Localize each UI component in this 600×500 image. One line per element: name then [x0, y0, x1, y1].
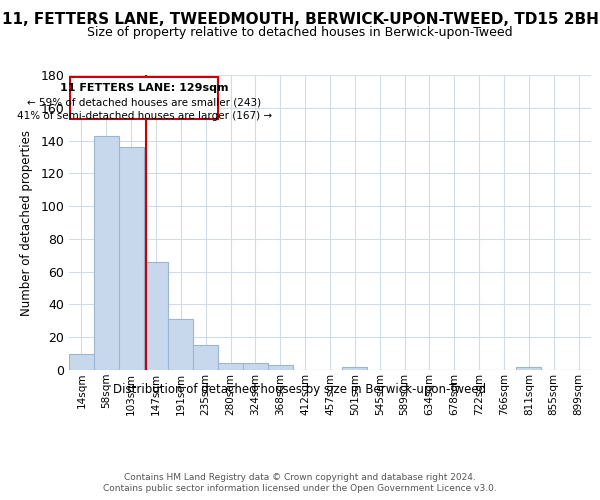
Bar — [69, 354, 94, 370]
Bar — [343, 366, 367, 370]
Text: 11 FETTERS LANE: 129sqm: 11 FETTERS LANE: 129sqm — [60, 83, 229, 93]
Bar — [119, 147, 143, 370]
Bar — [517, 366, 541, 370]
Text: 41% of semi-detached houses are larger (167) →: 41% of semi-detached houses are larger (… — [17, 111, 272, 121]
Bar — [94, 136, 119, 370]
FancyBboxPatch shape — [70, 76, 218, 119]
Y-axis label: Number of detached properties: Number of detached properties — [20, 130, 34, 316]
Text: Contains HM Land Registry data © Crown copyright and database right 2024.: Contains HM Land Registry data © Crown c… — [124, 472, 476, 482]
Text: Contains public sector information licensed under the Open Government Licence v3: Contains public sector information licen… — [103, 484, 497, 493]
Bar — [268, 365, 293, 370]
Bar — [193, 346, 218, 370]
Text: Size of property relative to detached houses in Berwick-upon-Tweed: Size of property relative to detached ho… — [87, 26, 513, 39]
Bar — [143, 262, 169, 370]
Bar — [169, 319, 193, 370]
Text: ← 59% of detached houses are smaller (243): ← 59% of detached houses are smaller (24… — [27, 98, 261, 108]
Text: 11, FETTERS LANE, TWEEDMOUTH, BERWICK-UPON-TWEED, TD15 2BH: 11, FETTERS LANE, TWEEDMOUTH, BERWICK-UP… — [2, 12, 598, 28]
Bar — [218, 364, 243, 370]
Text: Distribution of detached houses by size in Berwick-upon-Tweed: Distribution of detached houses by size … — [113, 382, 487, 396]
Bar — [243, 364, 268, 370]
